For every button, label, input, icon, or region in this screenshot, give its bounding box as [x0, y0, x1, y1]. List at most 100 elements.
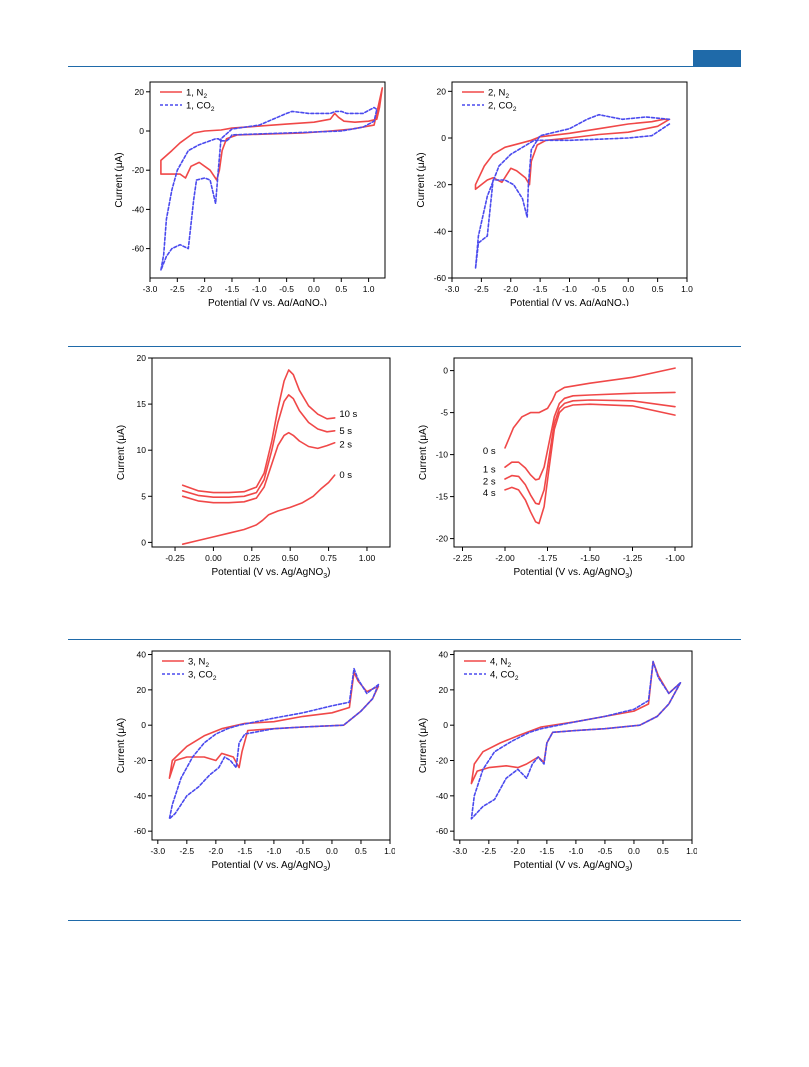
x-tick-label: -2.5: [482, 846, 497, 856]
x-tick-label: -1.5: [238, 846, 253, 856]
y-tick-label: -20: [134, 756, 147, 766]
y-tick-label: -20: [436, 534, 449, 544]
x-tick-label: 0.0: [326, 846, 338, 856]
x-axis-label: Potential (V vs. Ag/AgNO3): [212, 567, 331, 580]
y-axis-label: Current (μA): [416, 152, 427, 207]
curve-label: 0 s: [483, 446, 496, 457]
y-tick-label: -60: [434, 273, 447, 283]
series-line-1: [168, 671, 380, 779]
y-tick-label: -5: [440, 408, 448, 418]
series-line-4: [504, 403, 676, 525]
chart-svg: -3.0 -2.5 -2.0 -1.5 -1.0 -0.5 0.0 0.5 1.0 20 0 -20 -…: [416, 81, 693, 311]
plot-frame: [151, 357, 391, 548]
x-tick-label: -1.0: [569, 846, 584, 856]
x-axis-label: Potential (V vs. Ag/AgNO3): [208, 298, 327, 306]
x-tick-label: -0.5: [598, 846, 613, 856]
y-tick-label: -60: [134, 826, 147, 836]
legend-label: 2, CO2: [488, 101, 517, 114]
x-tick-label: -0.25: [165, 553, 185, 563]
curve-label: 2 s: [483, 476, 496, 487]
header-tab-block: [693, 50, 741, 66]
x-tick-label: -1.0: [252, 284, 267, 294]
legend-label: 1, CO2: [186, 101, 215, 114]
x-tick-label: 1.00: [359, 553, 376, 563]
x-tick-label: -2.0: [197, 284, 212, 294]
x-tick-label: -1.50: [580, 553, 600, 563]
series-line-1: [181, 369, 336, 494]
x-tick-label: -3.0: [445, 284, 460, 294]
x-tick-label: -3.0: [143, 284, 158, 294]
y-tick-label: -20: [434, 180, 447, 190]
x-tick-label: -2.5: [474, 284, 489, 294]
y-tick-label: 40: [439, 650, 449, 660]
x-tick-label: 1.0: [363, 284, 375, 294]
chart-panel-3: -0.25 0.00 0.25 0.50 0.75 1.00 0 5 10 15 20 Potenti…: [110, 352, 395, 587]
series-line-1: [504, 367, 676, 449]
series-line-2: [504, 391, 676, 481]
x-tick-label: 0.5: [335, 284, 347, 294]
y-tick-label: 20: [137, 353, 147, 363]
series-line-2: [470, 660, 682, 820]
y-axis-label: Current (μA): [114, 152, 125, 207]
y-axis-label: Current (μA): [116, 425, 127, 480]
curve-label: 0 s: [339, 470, 352, 481]
x-tick-label: -1.5: [540, 846, 555, 856]
plot-frame: [453, 357, 693, 548]
curve-label: 10 s: [339, 409, 357, 420]
y-axis-label: Current (μA): [418, 718, 429, 773]
plot-frame: [151, 650, 391, 841]
x-tick-label: -1.75: [538, 553, 558, 563]
x-tick-label: 0.5: [652, 284, 664, 294]
x-tick-label: -2.5: [170, 284, 185, 294]
x-tick-label: -1.0: [562, 284, 577, 294]
curve-label: 5 s: [339, 426, 352, 437]
x-tick-label: -2.00: [495, 553, 515, 563]
y-tick-label: -40: [434, 226, 447, 236]
x-tick-label: -2.25: [453, 553, 473, 563]
x-axis-label: Potential (V vs. Ag/AgNO3): [514, 860, 633, 873]
x-tick-label: -1.00: [665, 553, 685, 563]
y-tick-label: 0: [443, 720, 448, 730]
plot-frame: [453, 650, 693, 841]
y-tick-label: -60: [436, 826, 449, 836]
x-tick-label: -1.5: [533, 284, 548, 294]
curve-label: 4 s: [483, 488, 496, 499]
series-line-4: [181, 474, 336, 545]
section-rule-1: [68, 346, 741, 347]
y-tick-label: 15: [137, 399, 147, 409]
curve-label: 1 s: [483, 465, 496, 476]
series-line-2: [474, 113, 671, 270]
x-tick-label: 0.00: [205, 553, 222, 563]
chart-panel-6: -3.0 -2.5 -2.0 -1.5 -1.0 -0.5 0.0 0.5 1.0 40 20 0 -2…: [412, 645, 698, 880]
header-rule: [68, 66, 741, 67]
series-line-2: [181, 394, 336, 498]
x-axis-label: Potential (V vs. Ag/AgNO3): [514, 567, 633, 580]
y-tick-label: 20: [439, 685, 449, 695]
x-tick-label: 0.0: [628, 846, 640, 856]
curve-label: 2 s: [339, 440, 352, 451]
x-tick-label: 1.0: [686, 846, 697, 856]
x-tick-label: -2.5: [180, 846, 195, 856]
chart-svg: -3.0 -2.5 -2.0 -1.5 -1.0 -0.5 0.0 0.5 1.0 20 0 -20 -…: [114, 81, 386, 311]
chart-panel-2: -3.0 -2.5 -2.0 -1.5 -1.0 -0.5 0.0 0.5 1.0 20 0 -20 -…: [412, 76, 697, 311]
chart-svg: -2.25 -2.00 -1.75 -1.50 -1.25 -1.00 0 -5 -10 -15 -…: [418, 357, 693, 580]
x-tick-label: 0.75: [320, 553, 337, 563]
x-tick-label: -0.5: [296, 846, 311, 856]
x-tick-label: -2.0: [209, 846, 224, 856]
x-tick-label: -1.5: [225, 284, 240, 294]
x-tick-label: 0.5: [657, 846, 669, 856]
y-axis-label: Current (μA): [418, 425, 429, 480]
x-tick-label: 0.25: [244, 553, 261, 563]
series-line-2: [168, 667, 380, 820]
y-tick-label: 0: [141, 537, 146, 547]
series-line-2: [160, 106, 378, 271]
x-tick-label: -3.0: [150, 846, 165, 856]
legend-label: 3, CO2: [188, 670, 217, 683]
y-tick-label: -40: [134, 791, 147, 801]
y-tick-label: 0: [141, 720, 146, 730]
y-tick-label: -15: [436, 492, 449, 502]
chart-svg: -3.0 -2.5 -2.0 -1.5 -1.0 -0.5 0.0 0.5 1.0 40 20 0 -2…: [116, 650, 396, 873]
series-line-3: [504, 399, 676, 505]
legend-label: 2, N2: [488, 88, 509, 101]
legend-label: 4, CO2: [490, 670, 519, 683]
